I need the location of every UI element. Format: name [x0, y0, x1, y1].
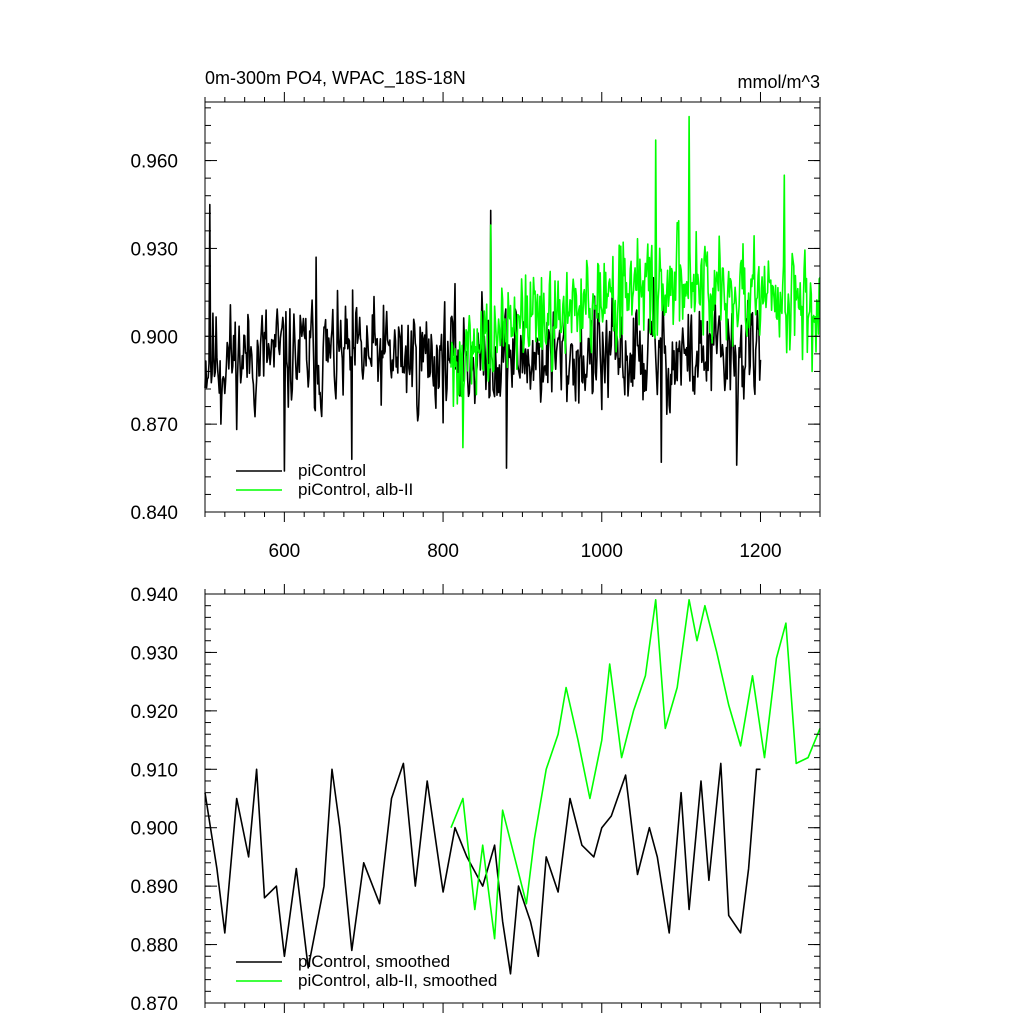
- y-tick-label: 0.940: [130, 585, 178, 606]
- y-tick-label: 0.840: [130, 503, 178, 524]
- top-panel-title: 0m-300m PO4, WPAC_18S-18N: [205, 68, 466, 89]
- bottom-panel-frame: [204, 593, 821, 1004]
- legend-label-alb-ii: piControl, alb-II: [298, 480, 413, 499]
- bottom-panel-legend: piControl, smoothed piControl, alb-II, s…: [236, 952, 497, 990]
- top-panel-legend: piControl piControl, alb-II: [236, 461, 413, 499]
- y-tick-label: 0.960: [130, 152, 178, 173]
- legend-label-picontrol: piControl: [298, 461, 366, 480]
- x-tick-label: 800: [427, 541, 459, 562]
- legend-label-picontrol-smoothed: piControl, smoothed: [298, 952, 450, 971]
- bottom-panel: 0.870 0.880 0.890 0.900 0.910 0.920 0.930 0.940…: [130, 584, 821, 1015]
- series-line-picontrol: [204, 203, 762, 472]
- x-tick-label: 1000: [581, 541, 623, 562]
- y-tick-label: 0.930: [130, 643, 178, 664]
- top-panel-series: [204, 115, 821, 472]
- top-panel-frame: [204, 101, 821, 513]
- x-tick-label: 1200: [739, 541, 781, 562]
- bottom-panel-series: [204, 599, 821, 975]
- y-tick-label: 0.920: [130, 702, 178, 723]
- series-line-picontrol-alb-ii: [450, 115, 821, 449]
- top-panel: 0m-300m PO4, WPAC_18S-18N mmol/m^3 0.840…: [130, 68, 821, 562]
- series-line-picontrol-smoothed: [204, 762, 761, 975]
- series-line-picontrol-alb-ii-smoothed: [450, 599, 821, 940]
- y-tick-label: 0.900: [130, 819, 178, 840]
- y-tick-label: 0.910: [130, 760, 178, 781]
- y-tick-label: 0.880: [130, 936, 178, 957]
- y-tick-label: 0.900: [130, 327, 178, 348]
- top-panel-ticks: 0.840 0.870 0.900 0.930 0.960 600 800 1000 1200: [130, 92, 821, 562]
- y-tick-label: 0.870: [130, 415, 178, 436]
- top-panel-units: mmol/m^3: [738, 72, 820, 92]
- legend-label-alb-ii-smoothed: piControl, alb-II, smoothed: [298, 971, 497, 990]
- bottom-panel-ticks: 0.870 0.880 0.890 0.900 0.910 0.920 0.930 0.940: [130, 584, 821, 1015]
- x-tick-label: 600: [269, 541, 301, 562]
- y-tick-label: 0.890: [130, 877, 178, 898]
- y-tick-label: 0.930: [130, 239, 178, 260]
- y-tick-label: 0.870: [130, 994, 178, 1015]
